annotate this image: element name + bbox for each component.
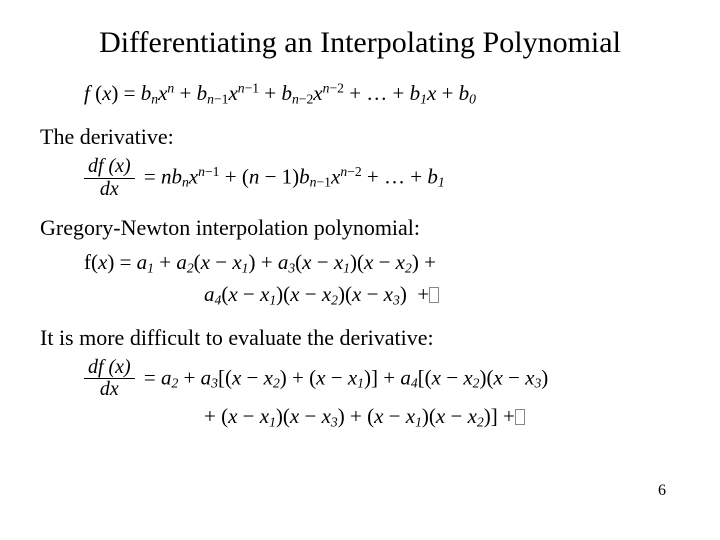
ellipsis-icon — [515, 409, 525, 425]
equation-poly: f (x) = bnxn + bn−1xn−1 + bn−2xn−2 + … +… — [84, 78, 680, 110]
label-difficult: It is more difficult to evaluate the der… — [40, 325, 680, 351]
equation-gn-poly: f(x) = a1 + a2(x − x1) + a3(x − x1)(x − … — [84, 247, 680, 311]
slide: Differentiating an Interpolating Polynom… — [0, 0, 720, 540]
page-title: Differentiating an Interpolating Polynom… — [40, 26, 680, 60]
label-derivative: The derivative: — [40, 124, 680, 150]
equation-gn-derivative: df (x) dx = a2 + a3[(x − x2) + (x − x1)]… — [84, 357, 680, 434]
label-gn: Gregory-Newton interpolation polynomial: — [40, 215, 680, 241]
page-number: 6 — [658, 482, 666, 500]
ellipsis-icon — [429, 287, 439, 303]
equation-derivative: df (x) dx = nbnxn−1 + (n − 1)bn−1xn−2 + … — [84, 156, 680, 201]
fraction-dfdx-2: df (x) dx — [84, 357, 135, 402]
fraction-dfdx: df (x) dx — [84, 156, 135, 201]
